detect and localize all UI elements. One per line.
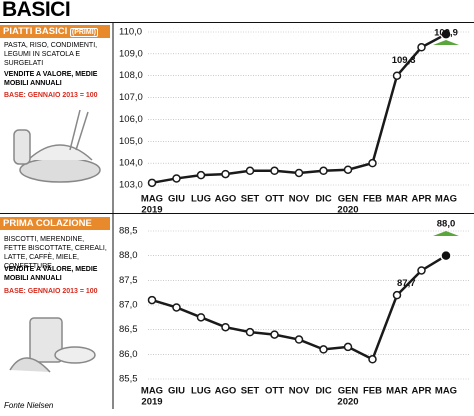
x-tick-label: AGO [215, 386, 237, 397]
point [417, 266, 426, 275]
x-year-label: 2020 [337, 205, 358, 216]
x-tick-label: APR [411, 194, 431, 205]
y-tick-label: 106,0 [119, 114, 143, 125]
x-tick-label: GEN [338, 386, 359, 397]
y-tick-label: 85,5 [119, 374, 138, 385]
x-tick-label: MAG [141, 386, 163, 397]
x-tick-label: GEN [338, 194, 359, 205]
y-tick-label: 105,0 [119, 136, 143, 147]
point [147, 295, 157, 305]
point [221, 322, 230, 332]
x-year-label: 2019 [141, 205, 162, 216]
x-tick-label: LUG [191, 386, 211, 397]
x-tick-label: MAR [386, 194, 408, 205]
point [221, 169, 230, 179]
panel-note: VENDITE A VALORE, MEDIE MOBILI ANNUALI [4, 266, 98, 282]
x-tick-label: DIC [315, 386, 332, 397]
x-year-label: 2020 [337, 397, 358, 408]
panel-base: BASE: GENNAIO 2013 = 100 [4, 92, 98, 99]
point [172, 174, 181, 183]
y-tick-label: 109,0 [119, 48, 143, 59]
point [270, 330, 279, 339]
y-tick-label: 104,0 [119, 158, 143, 169]
y-tick-label: 87,5 [119, 275, 138, 286]
point [245, 166, 255, 176]
panel-title: PRIMA COLAZIONE [0, 217, 110, 230]
point [270, 166, 279, 176]
value-label: 87,7 [397, 278, 416, 289]
point [294, 335, 304, 344]
x-tick-label: SET [241, 386, 260, 397]
x-tick-label: FEB [363, 194, 382, 205]
y-tick-label: 110,0 [119, 27, 142, 38]
panel-subtitle: BISCOTTI, MERENDINE, FETTE BISCOTTATE, C… [4, 236, 107, 270]
point [343, 342, 353, 352]
point [368, 355, 377, 364]
source: Fonte Nielsen [4, 401, 54, 410]
x-tick-label: NOV [289, 386, 310, 397]
y-tick-label: 107,0 [119, 92, 143, 103]
highlight-triangle [433, 231, 459, 236]
value-label-highlight: 109,9 [434, 28, 458, 39]
point [294, 168, 304, 178]
illustration [9, 109, 101, 373]
x-tick-label: FEB [363, 386, 382, 397]
x-year-label: 2019 [141, 397, 162, 408]
point-highlight [440, 249, 452, 262]
x-tick-label: MAG [141, 194, 163, 205]
y-tick-label: 88,5 [119, 226, 138, 237]
panel-title: PIATTI BASICI (PRIMI) [0, 25, 110, 38]
x-tick-label: GIU [168, 194, 185, 205]
page-title: BASICI [2, 0, 71, 21]
point [245, 327, 255, 337]
point [196, 313, 206, 322]
panel-base: BASE: GENNAIO 2013 = 100 [4, 288, 98, 295]
point [196, 170, 206, 180]
rule [0, 213, 474, 214]
point [368, 158, 377, 168]
y-tick-label: 103,0 [119, 180, 143, 191]
point [147, 178, 157, 188]
panel-subtitle: PASTA, RISO, CONDIMENTI, LEGUMI IN SCATO… [4, 42, 98, 67]
point [319, 345, 328, 354]
panel-title-tag: (PRIMI) [69, 28, 98, 37]
x-tick-label: MAG [435, 194, 457, 205]
panel-title-text: PIATTI BASICI [3, 26, 68, 37]
x-tick-label: GIU [168, 386, 185, 397]
point [417, 43, 426, 52]
y-tick-label: 86,0 [119, 349, 138, 360]
x-tick-label: APR [411, 386, 431, 397]
x-tick-label: LUG [191, 194, 211, 205]
x-tick-label: MAG [435, 386, 457, 397]
point [392, 71, 402, 80]
point [172, 303, 181, 312]
point [392, 290, 402, 300]
x-tick-label: DIC [315, 194, 332, 205]
point [319, 166, 328, 176]
y-tick-label: 86,5 [119, 324, 138, 335]
value-label-highlight: 88,0 [437, 219, 456, 230]
rule [0, 22, 474, 23]
point-highlight [440, 28, 452, 40]
point [343, 165, 353, 174]
x-tick-label: MAR [386, 386, 408, 397]
x-tick-label: OTT [265, 194, 284, 205]
y-tick-label: 88,0 [119, 250, 138, 261]
y-tick-label: 87,0 [119, 300, 138, 311]
highlight-triangle [433, 40, 459, 45]
panel-note: VENDITE A VALORE, MEDIE MOBILI ANNUALI [4, 71, 98, 87]
value-label: 109,3 [392, 55, 416, 66]
y-tick-label: 108,0 [119, 70, 143, 81]
x-tick-label: AGO [215, 194, 237, 205]
x-tick-label: SET [241, 194, 260, 205]
x-tick-label: OTT [265, 386, 284, 397]
x-tick-label: NOV [289, 194, 310, 205]
